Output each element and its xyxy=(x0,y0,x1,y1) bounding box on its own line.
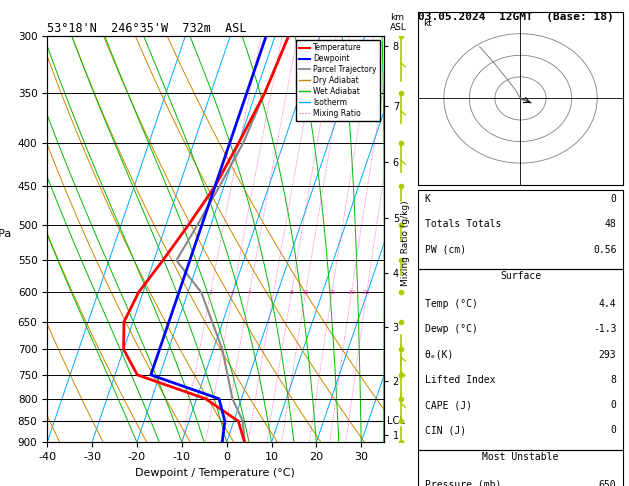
Bar xyxy=(418,190,623,269)
Text: kt: kt xyxy=(423,18,432,28)
Text: 2: 2 xyxy=(208,290,213,295)
Text: Temp (°C): Temp (°C) xyxy=(425,299,477,309)
Text: Surface: Surface xyxy=(500,271,541,281)
Text: km
ASL: km ASL xyxy=(391,13,408,33)
Text: Dewp (°C): Dewp (°C) xyxy=(425,324,477,334)
Text: 25: 25 xyxy=(363,290,370,295)
Y-axis label: hPa: hPa xyxy=(0,229,11,240)
Text: 650: 650 xyxy=(599,480,616,486)
Text: 03.05.2024  12GMT  (Base: 18): 03.05.2024 12GMT (Base: 18) xyxy=(418,12,614,22)
Text: 10: 10 xyxy=(302,290,309,295)
Text: Mixing Ratio (g/kg): Mixing Ratio (g/kg) xyxy=(401,200,410,286)
Text: 4.4: 4.4 xyxy=(599,299,616,309)
Text: 0: 0 xyxy=(611,194,616,204)
Text: 48: 48 xyxy=(604,219,616,229)
Text: 53°18'N  246°35'W  732m  ASL: 53°18'N 246°35'W 732m ASL xyxy=(47,22,247,35)
Bar xyxy=(418,269,623,450)
Text: 8: 8 xyxy=(611,375,616,385)
Text: 0.56: 0.56 xyxy=(593,244,616,255)
Text: 0: 0 xyxy=(611,425,616,435)
Text: Most Unstable: Most Unstable xyxy=(482,452,559,462)
Text: CIN (J): CIN (J) xyxy=(425,425,465,435)
X-axis label: Dewpoint / Temperature (°C): Dewpoint / Temperature (°C) xyxy=(135,468,296,478)
Text: 0: 0 xyxy=(611,400,616,410)
Text: Totals Totals: Totals Totals xyxy=(425,219,501,229)
Text: 20: 20 xyxy=(347,290,355,295)
Text: 3: 3 xyxy=(231,290,235,295)
Legend: Temperature, Dewpoint, Parcel Trajectory, Dry Adiabat, Wet Adiabat, Isotherm, Mi: Temperature, Dewpoint, Parcel Trajectory… xyxy=(296,40,380,121)
Text: Lifted Index: Lifted Index xyxy=(425,375,495,385)
Text: -1.3: -1.3 xyxy=(593,324,616,334)
Text: 4: 4 xyxy=(247,290,252,295)
Text: 15: 15 xyxy=(328,290,336,295)
Text: θₑ(K): θₑ(K) xyxy=(425,349,454,360)
Text: 293: 293 xyxy=(599,349,616,360)
Text: K: K xyxy=(425,194,430,204)
Text: 8: 8 xyxy=(289,290,293,295)
Text: Pressure (mb): Pressure (mb) xyxy=(425,480,501,486)
Bar xyxy=(418,450,623,486)
Text: PW (cm): PW (cm) xyxy=(425,244,465,255)
Text: LCL: LCL xyxy=(387,416,405,426)
Text: CAPE (J): CAPE (J) xyxy=(425,400,472,410)
